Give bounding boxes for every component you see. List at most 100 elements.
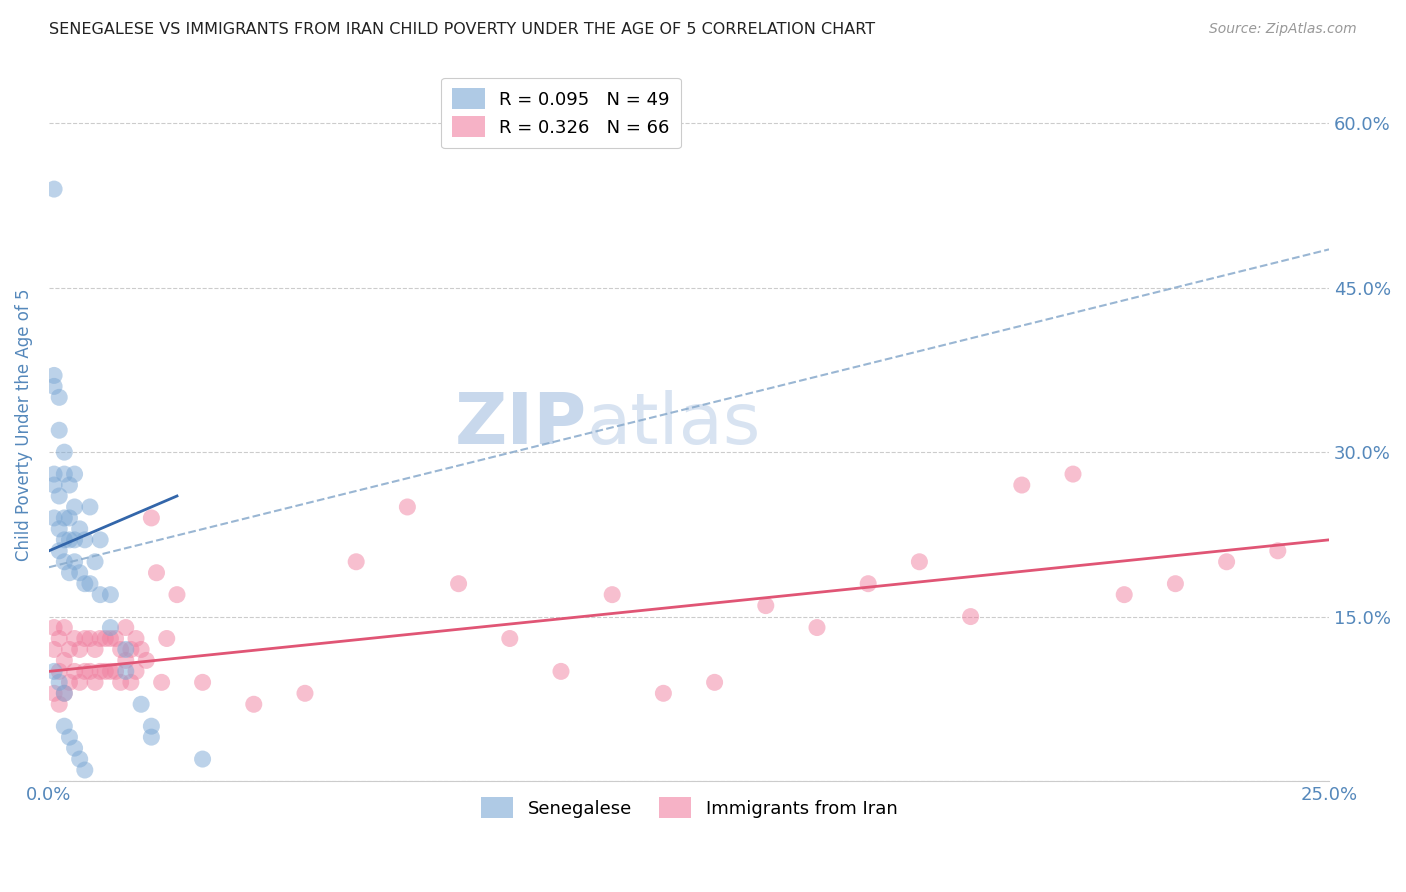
Point (104, 632, 127, 646)
Point (53, 686, 76, 700)
Point (1267, 544, 1289, 558)
Point (114, 642, 136, 657)
Point (53, 719, 76, 733)
Point (63, 533, 86, 547)
Point (100, 588, 122, 602)
Point (89, 632, 111, 646)
Point (48, 665, 70, 679)
Point (100, 621, 122, 635)
Point (58, 533, 80, 547)
Point (447, 576, 470, 591)
Point (129, 642, 152, 657)
Point (42, 665, 65, 679)
Text: Source: ZipAtlas.com: Source: ZipAtlas.com (1209, 22, 1357, 37)
Point (48, 632, 70, 646)
Point (79, 500, 101, 514)
Point (1062, 467, 1084, 481)
Point (69, 752, 91, 766)
Point (110, 675, 132, 690)
Point (120, 675, 142, 690)
Point (125, 632, 148, 646)
Point (806, 621, 828, 635)
Point (58, 675, 80, 690)
Point (396, 500, 419, 514)
Point (42, 478, 65, 492)
Point (242, 698, 264, 712)
Point (150, 675, 173, 690)
Point (53, 555, 76, 569)
Point (1114, 588, 1136, 602)
Point (84, 555, 107, 569)
Point (114, 653, 136, 667)
Point (63, 632, 86, 646)
Point (856, 576, 879, 591)
Point (94, 632, 117, 646)
Point (94, 665, 117, 679)
Point (84, 642, 107, 657)
Point (58, 511, 80, 525)
Point (63, 467, 86, 481)
Point (48, 698, 70, 712)
Point (89, 588, 111, 602)
Point (110, 642, 132, 657)
Point (53, 511, 76, 525)
Point (48, 544, 70, 558)
Point (600, 588, 623, 602)
Point (959, 609, 981, 624)
Point (191, 675, 214, 690)
Point (53, 445, 76, 459)
Point (141, 730, 163, 744)
Point (73, 763, 96, 777)
Point (191, 752, 214, 766)
Point (48, 675, 70, 690)
Point (73, 533, 96, 547)
Point (63, 500, 86, 514)
Point (141, 511, 163, 525)
Point (344, 555, 367, 569)
Point (53, 533, 76, 547)
Point (908, 555, 931, 569)
Point (73, 632, 96, 646)
Point (53, 686, 76, 700)
Y-axis label: Child Poverty Under the Age of 5: Child Poverty Under the Age of 5 (15, 288, 32, 561)
Point (58, 730, 80, 744)
Point (69, 566, 91, 580)
Point (104, 665, 127, 679)
Point (550, 665, 572, 679)
Point (120, 642, 142, 657)
Point (100, 632, 122, 646)
Point (145, 566, 167, 580)
Point (53, 621, 76, 635)
Point (135, 653, 157, 667)
Point (48, 390, 70, 404)
Point (499, 632, 522, 646)
Point (58, 566, 80, 580)
Point (79, 576, 101, 591)
Point (73, 665, 96, 679)
Point (48, 522, 70, 536)
Point (48, 423, 70, 437)
Point (755, 599, 778, 613)
Point (48, 489, 70, 503)
Point (114, 621, 136, 635)
Point (63, 741, 86, 756)
Point (69, 522, 91, 536)
Point (652, 686, 675, 700)
Point (125, 665, 148, 679)
Legend: Senegalese, Immigrants from Iran: Senegalese, Immigrants from Iran (474, 790, 904, 825)
Point (89, 665, 111, 679)
Point (53, 467, 76, 481)
Point (58, 478, 80, 492)
Point (114, 665, 136, 679)
Point (166, 588, 188, 602)
Point (42, 379, 65, 393)
Point (156, 632, 179, 646)
Text: atlas: atlas (586, 391, 761, 459)
Point (1164, 576, 1187, 591)
Point (63, 555, 86, 569)
Point (69, 675, 91, 690)
Point (141, 719, 163, 733)
Text: ZIP: ZIP (454, 391, 586, 459)
Point (84, 675, 107, 690)
Point (42, 621, 65, 635)
